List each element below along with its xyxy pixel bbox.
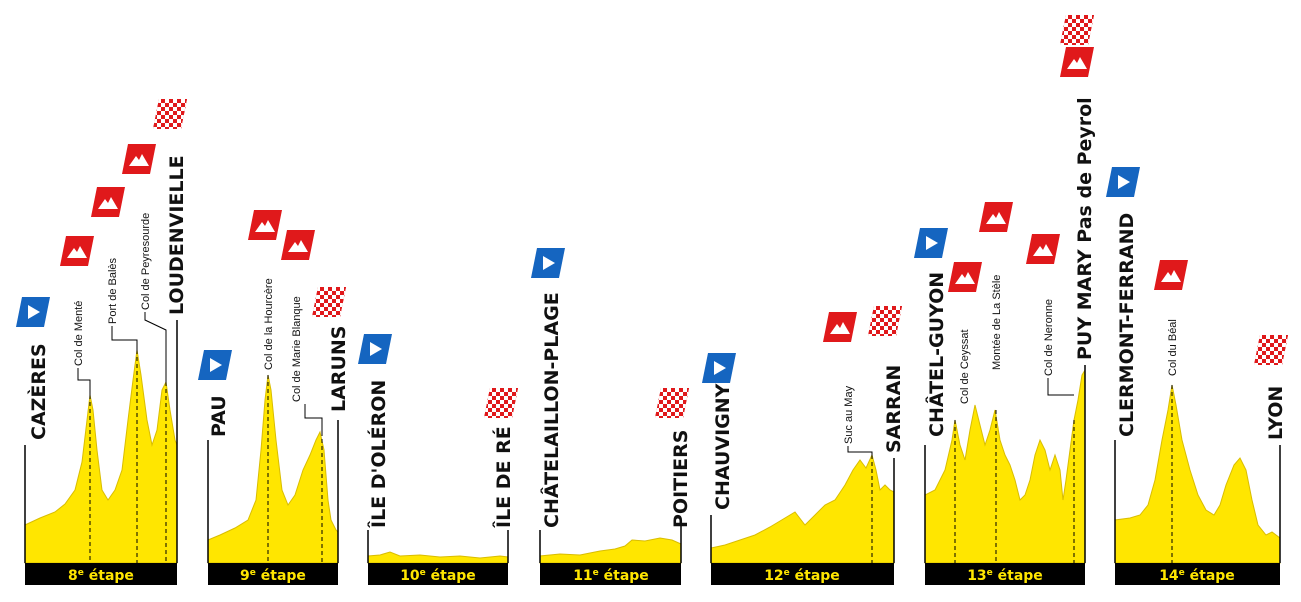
- climb-label: Suc au May: [843, 385, 855, 444]
- mountain-flag-icon: [248, 210, 282, 240]
- stage-10-elevation: [367, 551, 509, 564]
- stage-finish-city: ÎLE DE RÉ: [492, 426, 515, 528]
- mountain-flag-icon: [979, 202, 1013, 232]
- stage-9-label: 9e étape: [240, 568, 306, 584]
- stage-14-elevation: [1114, 384, 1281, 564]
- stage-8-elevation: [24, 349, 178, 564]
- stage-start-city: ÎLE D'OLÉRON: [367, 380, 390, 528]
- stage-14-label-bar: [1115, 563, 1280, 585]
- stage-9-profile: Col de la Hourcère Col de Marie Blanque …: [198, 210, 350, 585]
- climb-label: Col de Marie Blanque: [291, 296, 303, 402]
- climb-label: Montée de La Stèle: [991, 275, 1003, 370]
- mountain-flag-icon: [823, 312, 857, 342]
- checkered-flag-icon: [312, 287, 346, 317]
- stage-13-profile: Col de Ceyssat Montée de La Stèle Col de…: [914, 15, 1096, 585]
- stage-10-profile: ÎLE D'OLÉRON ÎLE DE RÉ 10e étape: [358, 334, 518, 585]
- checkered-flag-icon: [655, 388, 689, 418]
- mountain-flag-icon: [948, 262, 982, 292]
- stage-start-city: CHAUVIGNY: [712, 383, 734, 510]
- play-arrow-flag-icon: [16, 297, 50, 327]
- checkered-flag-icon: [1254, 335, 1288, 365]
- stage-9-elevation: [207, 374, 339, 564]
- play-arrow-flag-icon: [702, 353, 736, 383]
- stage-10-label-bar: [368, 563, 508, 585]
- play-arrow-flag-icon: [914, 228, 948, 258]
- climb-label: Col de Menté: [73, 301, 85, 366]
- stage-11-elevation: [539, 537, 682, 564]
- mountain-flag-icon: [60, 236, 94, 266]
- stage-finish-city: LOUDENVIELLE: [166, 155, 188, 315]
- stage-8-profile: Col de Menté Port de Balès Col de Peyres…: [16, 99, 188, 585]
- climb-label: Port de Balès: [107, 257, 119, 324]
- stage-9-label-bar: [208, 563, 338, 585]
- stage-8-label: 8e étape: [68, 568, 134, 584]
- stage-13-label-bar: [925, 563, 1085, 585]
- stage-start-city: PAU: [208, 395, 230, 437]
- climb-label: Col de Ceyssat: [959, 329, 971, 404]
- stage-start-city: CHÂTELAILLON-PLAGE: [540, 292, 563, 528]
- stage-10-label: 10e étape: [400, 568, 476, 584]
- play-arrow-flag-icon: [1106, 167, 1140, 197]
- climb-label: Col du Béal: [1167, 319, 1179, 376]
- stage-12-profile: Suc au May CHAUVIGNY SARRAN 12e étape: [702, 306, 905, 585]
- stage-finish-city: LARUNS: [328, 326, 350, 412]
- checkered-flag-icon: [153, 99, 187, 129]
- stage-finish-city: SARRAN: [883, 365, 905, 453]
- stage-finish-city: POITIERS: [670, 430, 692, 528]
- play-arrow-flag-icon: [358, 334, 392, 364]
- checkered-flag-icon: [484, 388, 518, 418]
- mountain-flag-icon: [122, 144, 156, 174]
- stage-14-profile: Col du Béal CLERMONT-FERRAND LYON 14e ét…: [1106, 167, 1288, 585]
- climb-label: Col de la Hourcère: [263, 278, 275, 370]
- stage-12-elevation: [710, 453, 895, 564]
- stage-start-city: CLERMONT-FERRAND: [1116, 213, 1138, 437]
- climb-label: Col de Neronne: [1043, 299, 1055, 376]
- checkered-flag-icon: [868, 306, 902, 336]
- stage-8-label-bar: [25, 563, 177, 585]
- mountain-flag-icon: [281, 230, 315, 260]
- checkered-flag-icon: [1060, 15, 1094, 45]
- stage-11-label: 11e étape: [573, 568, 649, 584]
- stage-finish-city: LYON: [1265, 386, 1287, 440]
- mountain-flag-icon: [91, 187, 125, 217]
- stage-11-label-bar: [540, 563, 681, 585]
- mountain-flag-icon: [1026, 234, 1060, 264]
- stage-12-label: 12e étape: [764, 568, 840, 584]
- mountain-flag-icon: [1154, 260, 1188, 290]
- play-arrow-flag-icon: [198, 350, 232, 380]
- climb-label: Col de Peyresourde: [140, 213, 152, 310]
- mountain-flag-icon: [1060, 47, 1094, 77]
- stage-13-label: 13e étape: [967, 568, 1043, 584]
- stage-14-label: 14e étape: [1159, 568, 1235, 584]
- stage-start-city: CHÂTEL-GUYON: [925, 272, 948, 437]
- stage-11-profile: CHÂTELAILLON-PLAGE POITIERS 11e étape: [531, 248, 692, 585]
- stage-start-city: CAZÈRES: [27, 343, 50, 440]
- play-arrow-flag-icon: [531, 248, 565, 278]
- stage-finish-city: PUY MARY Pas de Peyrol: [1074, 97, 1096, 360]
- stage-13-elevation: [924, 368, 1086, 564]
- stage-12-label-bar: [711, 563, 894, 585]
